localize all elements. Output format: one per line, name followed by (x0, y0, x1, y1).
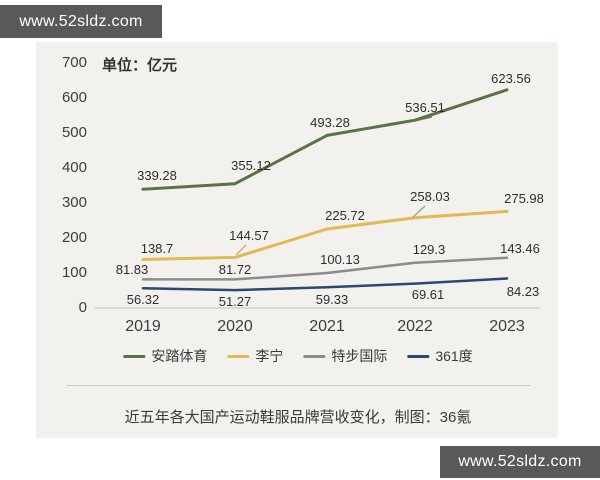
legend-swatch-icon (227, 354, 250, 358)
data-label-特步国际-2020: 81.72 (218, 262, 252, 278)
chart-legend: 安踏体育 李宁 特步国际 361度 (123, 346, 473, 366)
data-label-李宁-2020: 144.57 (229, 228, 269, 244)
x-axis-label: 2022 (397, 318, 433, 335)
legend-item-特步国际: 特步国际 (303, 346, 387, 366)
chart-card (36, 42, 558, 438)
watermark-bottom: www.52sldz.com (440, 446, 600, 478)
data-label-特步国际-2019: 81.83 (115, 262, 149, 278)
data-label-特步国际-2022: 129.3 (412, 241, 446, 257)
data-label-安踏体育-2020: 355.12 (231, 157, 271, 173)
data-label-361度-2023: 84.23 (506, 283, 540, 299)
data-label-361度-2022: 69.61 (411, 286, 445, 302)
data-label-安踏体育-2019: 339.28 (137, 168, 177, 184)
legend-item-李宁: 李宁 (227, 346, 283, 366)
y-axis-tick: 100 (61, 264, 87, 281)
legend-item-361度: 361度 (407, 346, 473, 366)
data-label-李宁-2019: 138.7 (140, 241, 174, 257)
legend-label: 安踏体育 (151, 348, 208, 364)
y-axis-tick: 400 (61, 159, 87, 176)
watermark-top: www.52sldz.com (0, 5, 162, 38)
series-line-李宁 (141, 209, 509, 261)
series-line-特步国际 (141, 256, 509, 281)
chart-caption: 近五年各大国产运动鞋服品牌营收变化，制图：36氪 (124, 409, 472, 426)
series-line-安踏体育 (141, 88, 509, 191)
y-axis-tick: 500 (61, 124, 87, 141)
label-leader-line (412, 205, 426, 218)
legend-item-安踏体育: 安踏体育 (123, 346, 207, 366)
data-label-李宁-2023: 275.98 (504, 191, 544, 207)
data-label-361度-2021: 59.33 (315, 292, 349, 308)
data-label-安踏体育-2023: 623.56 (491, 70, 531, 86)
data-label-安踏体育-2022: 536.51 (405, 100, 445, 116)
legend-label: 特步国际 (331, 348, 388, 364)
x-axis-label: 2020 (217, 318, 253, 335)
legend-label: 361度 (435, 348, 473, 364)
y-axis-tick: 0 (78, 299, 87, 316)
data-label-特步国际-2023: 143.46 (500, 240, 540, 256)
series-line-361度 (141, 277, 509, 292)
legend-swatch-icon (303, 354, 326, 358)
x-axis-label: 2023 (489, 318, 525, 335)
data-label-李宁-2021: 225.72 (325, 207, 365, 223)
data-label-安踏体育-2021: 493.28 (310, 115, 350, 131)
data-label-361度-2020: 51.27 (218, 294, 252, 310)
y-axis-tick: 300 (61, 194, 87, 211)
data-label-李宁-2022: 258.03 (410, 188, 450, 204)
y-axis-tick: 200 (61, 229, 87, 246)
y-axis-tick: 600 (61, 89, 87, 106)
legend-label: 李宁 (255, 348, 284, 364)
y-axis-tick: 700 (61, 54, 87, 71)
label-leader-line (414, 116, 433, 122)
legend-swatch-icon (123, 354, 146, 358)
data-label-特步国际-2021: 100.13 (320, 251, 360, 267)
x-axis-label: 2021 (309, 318, 345, 335)
x-axis-label: 2019 (125, 318, 161, 335)
unit-label: 单位：亿元 (102, 57, 178, 74)
data-label-361度-2019: 56.32 (126, 292, 160, 308)
caption-divider (67, 385, 530, 386)
label-leader-line (235, 244, 247, 256)
legend-swatch-icon (407, 354, 430, 358)
